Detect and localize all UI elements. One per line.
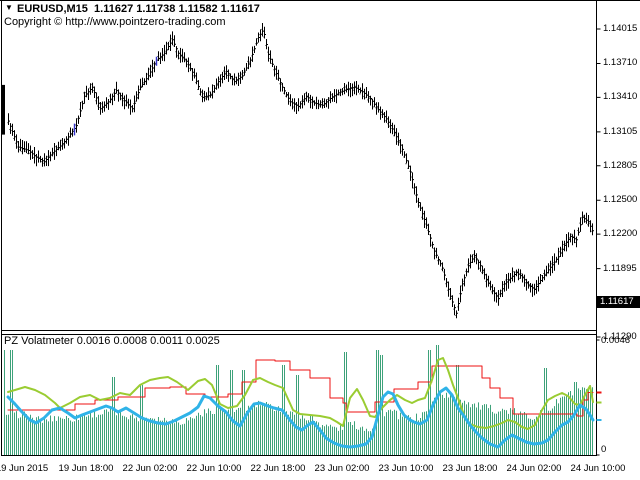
indicator-title: PZ Volatmeter 0.0016 0.0008 0.0011 0.002… bbox=[4, 335, 220, 347]
indicator-scale-min: 0 bbox=[601, 444, 607, 455]
indicator-values: 0.0016 0.0008 0.0011 0.0025 bbox=[76, 335, 220, 347]
price-label: 1.12805 bbox=[603, 160, 638, 171]
time-label: 22 Jun 18:00 bbox=[250, 463, 306, 474]
time-label: 23 Jun 02:00 bbox=[314, 463, 370, 474]
price-label: 1.12500 bbox=[603, 194, 638, 205]
price-label: 1.13105 bbox=[603, 126, 638, 137]
indicator-scale-max: 0.0046 bbox=[601, 335, 631, 346]
indicator-name: PZ Volatmeter bbox=[4, 335, 74, 347]
price-label: 1.11290 bbox=[603, 331, 637, 342]
time-label: 23 Jun 10:00 bbox=[378, 463, 434, 474]
time-label: 22 Jun 10:00 bbox=[186, 463, 242, 474]
time-label: 24 Jun 02:00 bbox=[506, 463, 562, 474]
time-label: 24 Jun 10:00 bbox=[570, 463, 626, 474]
time-label: 19 Jun 2015 bbox=[0, 463, 49, 474]
current-price-badge: 1.11617 bbox=[597, 296, 640, 308]
time-label: 22 Jun 02:00 bbox=[122, 463, 178, 474]
ohlc-values: 1.11627 1.11738 1.11582 1.11617 bbox=[94, 3, 260, 15]
symbol-dropdown-icon[interactable]: ▼ bbox=[5, 3, 13, 12]
price-label: 1.14015 bbox=[603, 23, 638, 34]
symbol-ohlc-title: EURUSD,M15 1.11627 1.11738 1.11582 1.116… bbox=[17, 3, 260, 15]
price-label: 1.12200 bbox=[603, 228, 638, 239]
symbol-title: EURUSD,M15 bbox=[17, 3, 88, 15]
price-label: 1.13410 bbox=[603, 91, 638, 102]
time-label: 19 Jun 18:00 bbox=[58, 463, 114, 474]
price-label: 1.11895 bbox=[603, 263, 637, 274]
copyright-text: Copyright © http://www.pointzero-trading… bbox=[4, 16, 226, 28]
time-label: 23 Jun 18:00 bbox=[442, 463, 498, 474]
price-label: 1.13710 bbox=[603, 57, 638, 68]
